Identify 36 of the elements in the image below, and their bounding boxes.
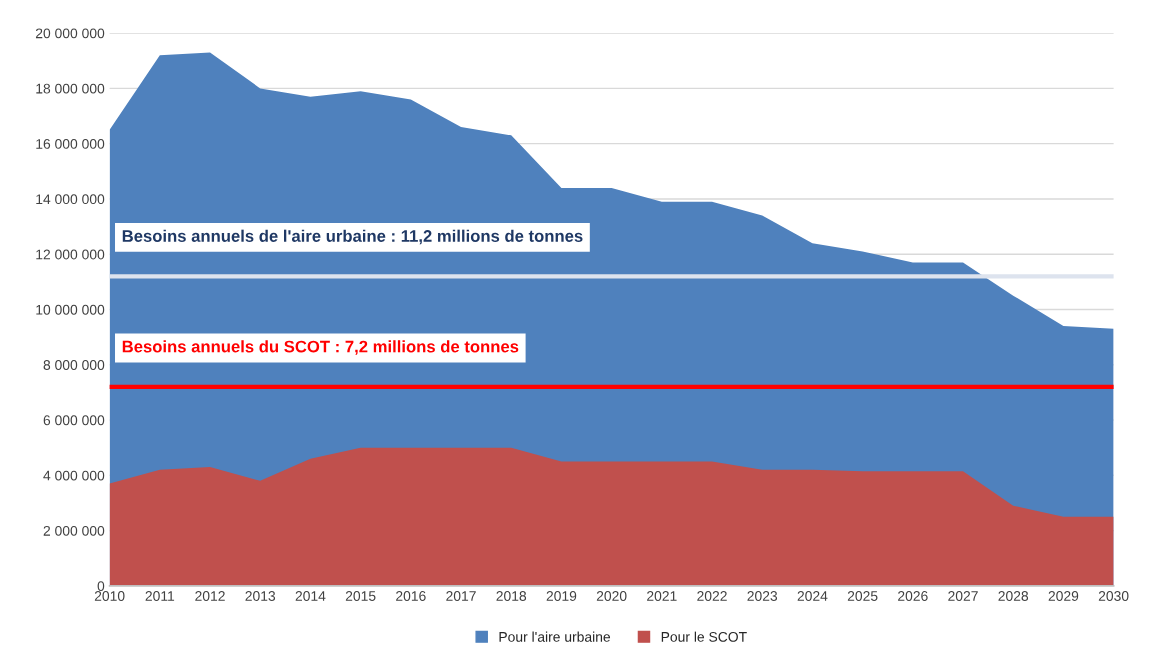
y-tick-label: 20 000 000 [35,28,105,39]
y-tick-label: 2 000 000 [43,525,105,536]
y-tick-label: 0 [97,581,105,592]
x-tick-label: 2029 [1048,591,1079,601]
x-tick-label: 2021 [647,591,677,601]
ref-line-label: Besoins annuels de l'aire urbaine : 11,2 millions de tonnes [122,229,583,245]
x-tick-label: 2017 [446,591,476,601]
legend-label: Pour le SCOT [661,631,747,642]
x-tick-label: 2012 [195,591,225,601]
x-tick-label: 2028 [998,591,1029,601]
x-tick-label: 2018 [496,591,527,601]
legend-label: Pour l'aire urbaine [499,631,611,642]
y-tick-label: 10 000 000 [36,304,105,315]
x-tick-label: 2015 [345,591,376,601]
x-tick-label: 2027 [948,591,978,601]
y-tick-label: 6 000 000 [43,415,105,426]
y-tick-label: 8 000 000 [43,360,105,370]
x-tick-label: 2019 [546,591,577,601]
ref-line-label: Besoins annuels du SCOT : 7,2 millions de tonnes [122,340,519,355]
x-tick-label: 2022 [697,591,727,601]
y-tick-label: 4 000 000 [43,470,105,481]
x-tick-label: 2016 [396,591,426,601]
y-tick-label: 14 000 000 [36,194,105,205]
x-tick-label: 2030 [1098,591,1129,601]
y-tick-label: 12 000 000 [36,249,105,260]
x-tick-label: 2025 [847,591,878,601]
x-tick-label: 2026 [898,591,928,601]
x-tick-label: 2013 [245,591,276,601]
x-tick-label: 2020 [596,591,627,601]
x-tick-label: 2011 [145,591,175,601]
x-tick-label: 2014 [295,591,326,601]
x-tick-label: 2024 [797,591,828,601]
y-tick-label: 16 000 000 [36,138,105,149]
x-tick-label: 2023 [747,591,778,601]
x-tick-label: 2010 [94,591,125,601]
y-tick-label: 18 000 000 [36,83,105,94]
